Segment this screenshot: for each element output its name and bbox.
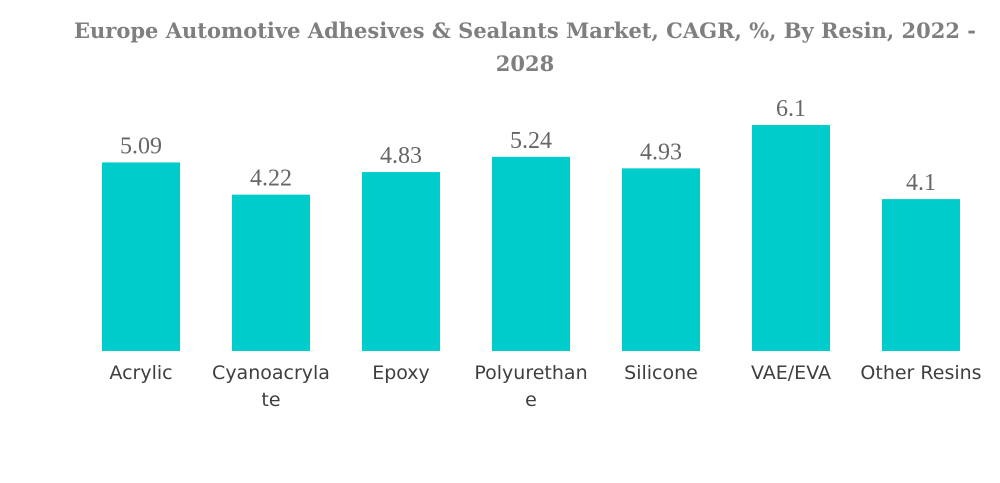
bar-polyurethane	[492, 156, 570, 351]
x-tick-label: Polyurethan e	[474, 362, 587, 411]
x-tick-label: Cyanoacryla te	[212, 362, 330, 411]
x-tick-label: Epoxy	[372, 362, 430, 384]
value-label: 4.93	[640, 139, 682, 165]
x-tick-label: VAE/EVA	[751, 362, 831, 384]
x-tick-label: Acrylic	[109, 362, 172, 384]
bar-epoxy	[362, 172, 440, 351]
bar-cyanoacrylate	[232, 194, 310, 351]
bar-other-resins	[882, 199, 960, 351]
value-label: 5.24	[510, 128, 552, 154]
bar-vae-eva	[752, 125, 830, 351]
x-tick-label: Silicone	[624, 362, 698, 384]
value-label: 6.1	[776, 96, 806, 122]
value-label: 5.09	[120, 133, 162, 159]
value-label: 4.22	[250, 166, 292, 192]
x-axis-tick-labels: Acrylic Cyanoacryla te Epoxy Polyurethan e Sil…	[109, 362, 981, 411]
chart-title: Europe Automotive Adhesives & Sealants M…	[74, 18, 976, 76]
bar-silicone	[622, 168, 700, 351]
value-label: 4.83	[380, 143, 422, 169]
x-tick-label: Other Resins	[860, 362, 981, 384]
value-labels-layer: 5.09 4.22 4.83 5.24 4.93 6.1 4.1	[120, 96, 936, 196]
bars-layer	[102, 125, 960, 351]
value-label: 4.1	[906, 170, 936, 196]
bar-acrylic	[102, 162, 180, 351]
